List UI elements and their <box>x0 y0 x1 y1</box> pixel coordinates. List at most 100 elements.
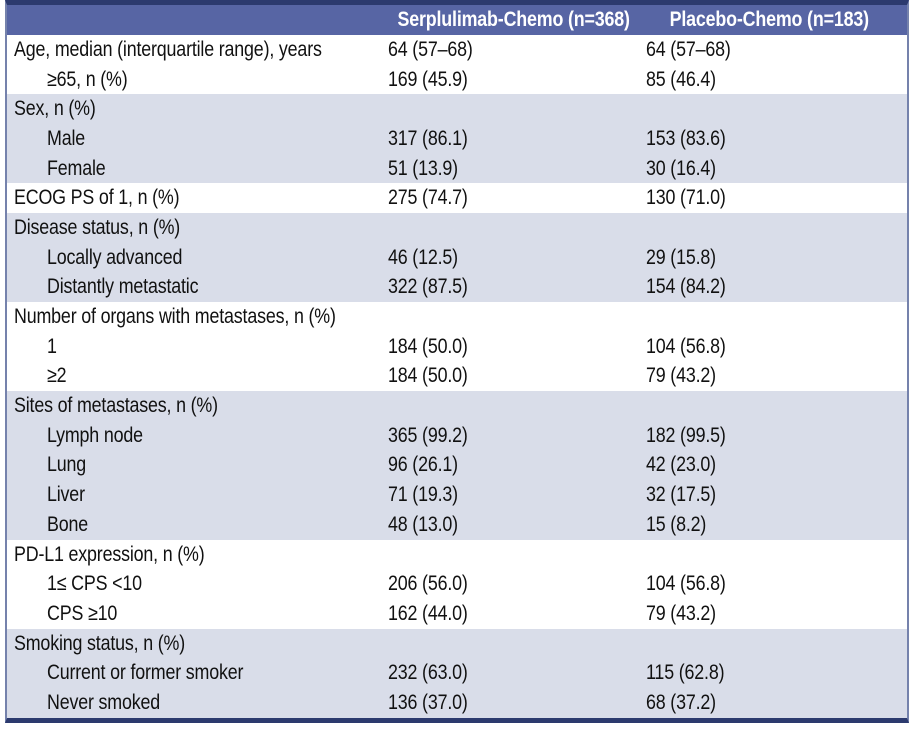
characteristic-label: ≥2 <box>7 362 377 392</box>
serplulimab-value: 169 (45.9) <box>377 65 632 95</box>
characteristic-label: 1 <box>7 332 377 362</box>
serplulimab-value-text: 64 (57–68) <box>388 37 473 61</box>
serplulimab-value <box>377 629 632 659</box>
serplulimab-value-text: 365 (99.2) <box>388 423 468 447</box>
serplulimab-value-text: 46 (12.5) <box>388 245 458 269</box>
placebo-value: 30 (16.4) <box>632 154 907 184</box>
characteristic-label: Locally advanced <box>7 243 377 273</box>
table-row: Liver 71 (19.3) 32 (17.5) <box>7 480 907 510</box>
characteristic-label-text: Current or former smoker <box>47 661 244 685</box>
serplulimab-value-text: 184 (50.0) <box>388 364 468 388</box>
characteristic-label-text: ECOG PS of 1, n (%) <box>14 186 180 210</box>
table-row: Sites of metastases, n (%) <box>7 391 907 421</box>
placebo-value-text: 153 (83.6) <box>646 126 726 150</box>
placebo-value-text: 15 (8.2) <box>646 512 707 536</box>
serplulimab-value: 206 (56.0) <box>377 569 632 599</box>
characteristic-label: ECOG PS of 1, n (%) <box>7 183 377 213</box>
header-placebo-label: Placebo-Chemo (n=183) <box>669 8 870 31</box>
table-row: Sex, n (%) <box>7 94 907 125</box>
placebo-value-text: 79 (43.2) <box>646 364 716 388</box>
characteristic-label: Male <box>7 124 377 154</box>
placebo-value: 115 (62.8) <box>632 658 907 688</box>
serplulimab-value: 365 (99.2) <box>377 421 632 451</box>
table-row: ≥2 184 (50.0) 79 (43.2) <box>7 361 907 392</box>
table-row: Female 51 (13.9) 30 (16.4) <box>7 153 907 184</box>
serplulimab-value <box>377 391 632 421</box>
serplulimab-value-text: 136 (37.0) <box>388 690 468 714</box>
placebo-value: 15 (8.2) <box>632 510 907 540</box>
placebo-value: 42 (23.0) <box>632 451 907 481</box>
header-empty-cell <box>7 5 377 35</box>
header-placebo-chemo: Placebo-Chemo (n=183) <box>632 5 907 35</box>
placebo-value <box>632 213 907 243</box>
serplulimab-value: 275 (74.7) <box>377 183 632 213</box>
characteristic-label: 1≤ CPS <10 <box>7 569 377 599</box>
characteristic-label-text: Locally advanced <box>47 245 183 269</box>
characteristic-label: Distantly metastatic <box>7 273 377 303</box>
characteristic-label: CPS ≥10 <box>7 599 377 629</box>
placebo-value <box>632 391 907 421</box>
table-row: ECOG PS of 1, n (%) 275 (74.7) 130 (71.0) <box>7 183 907 214</box>
serplulimab-value: 184 (50.0) <box>377 362 632 392</box>
placebo-value: 104 (56.8) <box>632 332 907 362</box>
placebo-value-text: 32 (17.5) <box>646 483 716 507</box>
serplulimab-value: 322 (87.5) <box>377 273 632 303</box>
placebo-value: 79 (43.2) <box>632 362 907 392</box>
serplulimab-value <box>377 94 632 124</box>
table-row: Distantly metastatic 322 (87.5) 154 (84.2) <box>7 272 907 303</box>
placebo-value-text: 115 (62.8) <box>646 661 725 685</box>
table-row: ≥65, n (%) 169 (45.9) 85 (46.4) <box>7 64 907 95</box>
characteristic-label: PD-L1 expression, n (%) <box>7 540 377 570</box>
placebo-value <box>632 540 907 570</box>
table-row: Smoking status, n (%) <box>7 628 907 659</box>
serplulimab-value-text: 322 (87.5) <box>388 275 468 299</box>
characteristic-label-text: Age, median (interquartile range), years <box>14 37 322 61</box>
characteristic-label: Female <box>7 154 377 184</box>
table-body: Age, median (interquartile range), years… <box>7 35 907 718</box>
placebo-value-text: 154 (84.2) <box>646 275 726 299</box>
characteristic-label-text: CPS ≥10 <box>47 601 118 625</box>
characteristic-label: Number of organs with metastases, n (%) <box>7 302 377 332</box>
characteristic-label-text: Distantly metastatic <box>47 275 199 299</box>
characteristic-label: Current or former smoker <box>7 658 377 688</box>
placebo-value: 130 (71.0) <box>632 183 907 213</box>
serplulimab-value-text: 275 (74.7) <box>388 186 468 210</box>
table-header: Serplulimab-Chemo (n=368) Placebo-Chemo … <box>7 5 907 35</box>
serplulimab-value-text: 51 (13.9) <box>388 156 458 180</box>
serplulimab-value: 71 (19.3) <box>377 480 632 510</box>
placebo-value: 153 (83.6) <box>632 124 907 154</box>
placebo-value-text: 182 (99.5) <box>646 423 726 447</box>
table-row: Locally advanced 46 (12.5) 29 (15.8) <box>7 242 907 273</box>
characteristic-label: Disease status, n (%) <box>7 213 377 243</box>
table-row: Number of organs with metastases, n (%) <box>7 302 907 332</box>
table-row: 1 184 (50.0) 104 (56.8) <box>7 331 907 362</box>
table-row: CPS ≥10 162 (44.0) 79 (43.2) <box>7 599 907 629</box>
characteristic-label: ≥65, n (%) <box>7 65 377 95</box>
characteristic-label: Bone <box>7 510 377 540</box>
header-serplulimab-label: Serplulimab-Chemo (n=368) <box>397 8 630 31</box>
placebo-value-text: 30 (16.4) <box>646 156 716 180</box>
table-row: Male 317 (86.1) 153 (83.6) <box>7 124 907 154</box>
table-row: PD-L1 expression, n (%) <box>7 539 907 570</box>
table-row: Lymph node 365 (99.2) 182 (99.5) <box>7 420 907 451</box>
serplulimab-value: 162 (44.0) <box>377 599 632 629</box>
serplulimab-value: 136 (37.0) <box>377 688 632 718</box>
serplulimab-value <box>377 213 632 243</box>
placebo-value-text: 64 (57–68) <box>646 37 731 61</box>
placebo-value-text: 29 (15.8) <box>646 245 716 269</box>
characteristic-label-text: Bone <box>47 512 89 536</box>
characteristic-label-text: Smoking status, n (%) <box>14 631 186 655</box>
placebo-value: 154 (84.2) <box>632 273 907 303</box>
characteristic-label: Liver <box>7 480 377 510</box>
characteristic-label-text: Male <box>47 126 86 150</box>
placebo-value <box>632 302 907 332</box>
serplulimab-value: 64 (57–68) <box>377 35 632 65</box>
serplulimab-value-text: 162 (44.0) <box>388 601 468 625</box>
characteristic-label-text: Number of organs with metastases, n (%) <box>14 305 336 329</box>
baseline-characteristics-table-frame: Serplulimab-Chemo (n=368) Placebo-Chemo … <box>5 0 909 723</box>
table-row: 1≤ CPS <10 206 (56.0) 104 (56.8) <box>7 569 907 600</box>
header-serplulimab-chemo: Serplulimab-Chemo (n=368) <box>377 5 632 35</box>
table-row: Bone 48 (13.0) 15 (8.2) <box>7 510 907 540</box>
serplulimab-value-text: 48 (13.0) <box>388 512 458 536</box>
characteristic-label-text: ≥2 <box>47 364 67 388</box>
